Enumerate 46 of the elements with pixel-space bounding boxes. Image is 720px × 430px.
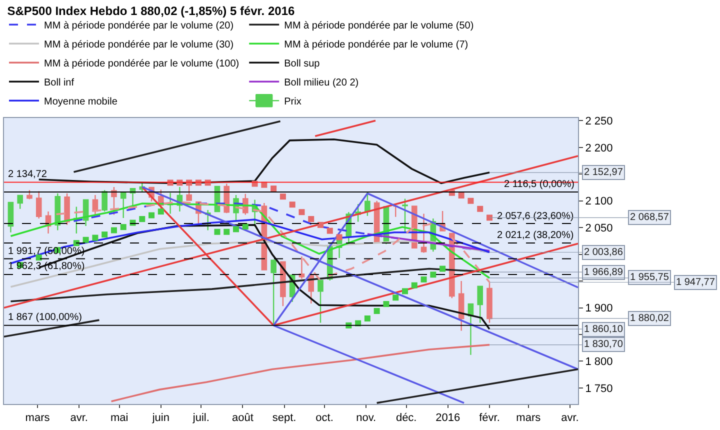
ref-line-label: 2 134,72	[8, 169, 48, 180]
x-tick-label: avr.	[561, 412, 579, 424]
ref-line-label: 2 116,5 (0,00%)	[504, 179, 574, 190]
chart-title: S&P500 Index Hebdo 1 880,02 (-1,85%) 5 févr. 2016	[7, 4, 296, 18]
y-tick-label: 2 200	[585, 142, 613, 154]
ref-line-label: 2 021,2 (38,20%)	[497, 230, 574, 241]
annotation: 1 860,10	[584, 324, 624, 335]
legend-label: MM à période pondérée par le volume (100)	[44, 58, 240, 70]
x-tick-label: sept.	[272, 412, 296, 424]
annotation: 1 966,89	[584, 267, 624, 278]
annotation: 1 955,75	[630, 272, 670, 283]
annotation: 2 152,97	[584, 167, 624, 178]
y-tick-label: 1 750	[585, 382, 613, 395]
x-tick-label: févr.	[479, 412, 500, 424]
annotation: 2 003,86	[584, 247, 624, 258]
legend-label: MM à période pondérée par le volume (30)	[44, 40, 234, 51]
annotation: 1 830,70	[584, 339, 624, 350]
ref-line-label: 1 867 (100,00%)	[8, 312, 82, 323]
x-tick-label: déc.	[396, 412, 417, 424]
legend-label: Boll milieu (20 2)	[284, 78, 359, 89]
y-tick-label: 2 100	[585, 196, 613, 208]
ref-line-label: 1 962,3 (61,80%)	[8, 261, 85, 272]
legend-label: Boll sup	[284, 58, 320, 70]
legend-label: MM à période pondérée par le volume (50)	[284, 20, 474, 32]
y-tick-label: 1 900	[585, 302, 613, 315]
annotation: 1 947,77	[676, 277, 716, 288]
x-tick-label: 2016	[436, 412, 460, 424]
x-tick-label: avr.	[70, 412, 88, 424]
x-tick-label: oct.	[316, 412, 334, 424]
annotation: 2 068,57	[630, 212, 670, 223]
legend-label: MM à période pondérée par le volume (20)	[44, 20, 234, 32]
legend-label: Boll inf	[44, 78, 74, 89]
y-tick-label: 1 800	[585, 356, 613, 368]
x-tick-label: août	[232, 412, 254, 424]
x-tick-label: nov.	[356, 412, 376, 424]
y-tick-label: 2 050	[585, 222, 613, 234]
x-tick-label: mai	[110, 412, 128, 424]
annotation: 1 880,02	[630, 313, 670, 324]
legend-label: MM à période pondérée par le volume (7)	[284, 40, 468, 51]
x-tick-label: mars	[25, 412, 50, 424]
x-tick-label: juil.	[192, 412, 210, 424]
legend-label: Prix	[284, 96, 302, 108]
x-tick-label: juin	[151, 412, 170, 424]
legend-label: Moyenne mobile	[44, 96, 118, 108]
x-tick-label: mars	[516, 412, 542, 424]
y-tick-label: 2 250	[585, 116, 613, 128]
